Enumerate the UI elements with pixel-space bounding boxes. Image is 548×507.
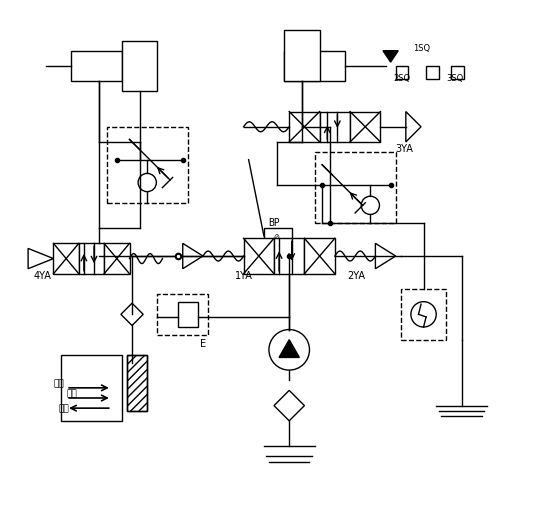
Bar [315,152,396,223]
Text: 4YA: 4YA [33,271,51,281]
Text: 2YA: 2YA [347,271,366,281]
Bar [396,66,408,79]
Bar [284,30,319,81]
Bar [178,302,198,327]
Bar [426,66,439,79]
Bar [157,294,208,335]
Text: BP: BP [268,218,280,228]
Polygon shape [182,243,203,269]
Bar [127,355,147,411]
Bar [284,51,345,81]
Text: 2SQ: 2SQ [393,74,410,83]
Bar [61,355,122,421]
Polygon shape [279,340,299,357]
Text: 工进: 工进 [66,389,77,399]
Bar [122,41,157,91]
Bar [350,112,380,142]
Bar [289,112,319,142]
Polygon shape [383,51,398,62]
Polygon shape [375,243,396,269]
Polygon shape [274,390,305,421]
Bar [71,51,122,81]
Text: 3YA: 3YA [396,144,414,154]
Bar [305,238,335,274]
Polygon shape [121,303,143,325]
Bar [401,289,447,340]
Bar [127,355,147,411]
Bar [264,228,292,243]
Text: 快退: 快退 [59,405,69,414]
Bar [54,243,79,274]
Text: 3SQ: 3SQ [447,74,464,83]
Text: ⊘: ⊘ [273,234,279,240]
Bar [452,66,464,79]
Bar [104,243,129,274]
Bar [274,238,305,274]
Text: 1SQ: 1SQ [413,44,431,53]
Polygon shape [28,248,54,269]
Bar [107,127,188,203]
Text: E: E [200,339,206,349]
Bar [243,238,274,274]
Bar [319,112,350,142]
Text: 快进: 快进 [54,379,64,388]
Text: 1YA: 1YA [235,271,253,281]
Polygon shape [406,112,421,142]
Bar [79,243,104,274]
